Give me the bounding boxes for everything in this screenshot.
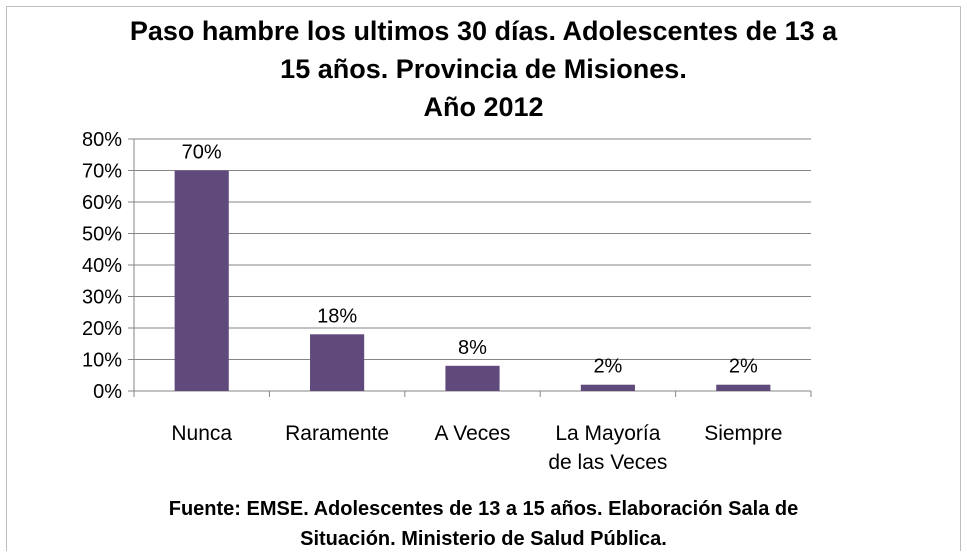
category-label: La Mayoría (555, 422, 660, 445)
chart-title-line-1: Paso hambre los ultimos 30 días. Adolesc… (129, 16, 838, 46)
y-tick-label: 40% (82, 255, 122, 277)
y-tick-label: 30% (82, 287, 122, 309)
bar (716, 384, 771, 391)
data-label: 18% (317, 305, 357, 327)
bar (580, 384, 635, 391)
gridlines (134, 138, 811, 360)
bar (445, 365, 500, 391)
source-line-2: Situación. Ministerio de Salud Pública. (300, 528, 667, 550)
y-tick-label: 70% (82, 161, 122, 183)
chart-frame (6, 6, 961, 551)
category-label: Raramente (285, 422, 389, 445)
chart-title-line-2: 15 años. Provincia de Misiones. (280, 54, 687, 84)
chart-title-line-3: Año 2012 (423, 92, 544, 122)
data-label: 70% (182, 142, 222, 164)
labels: 0% 10% 20% 30% 40% 50% 60% 70% 80% 70% Nunca 18% Rar… (82, 129, 782, 474)
source-note: Fuente: EMSE. Adolescentes de 13 a 15 añ… (0, 494, 967, 554)
bars (174, 170, 771, 391)
data-label: 8% (458, 337, 487, 359)
y-tick-label: 10% (82, 350, 122, 372)
category-label: A Veces (435, 422, 511, 445)
category-label: Siempre (704, 422, 782, 445)
y-tick-label: 60% (82, 192, 122, 214)
chart-title: Paso hambre los ultimos 30 días. Adolesc… (0, 12, 967, 126)
bar (310, 334, 365, 391)
data-label: 2% (729, 356, 758, 378)
category-label: de las Veces (548, 451, 667, 474)
source-line-1: Fuente: EMSE. Adolescentes de 13 a 15 añ… (168, 498, 799, 520)
y-tick-label: 50% (82, 224, 122, 246)
bar (174, 170, 229, 391)
y-tick-label: 0% (93, 381, 122, 403)
category-label: Nunca (171, 422, 232, 445)
y-tick-label: 20% (82, 318, 122, 340)
data-label: 2% (593, 356, 622, 378)
y-tick-label: 80% (82, 129, 122, 151)
